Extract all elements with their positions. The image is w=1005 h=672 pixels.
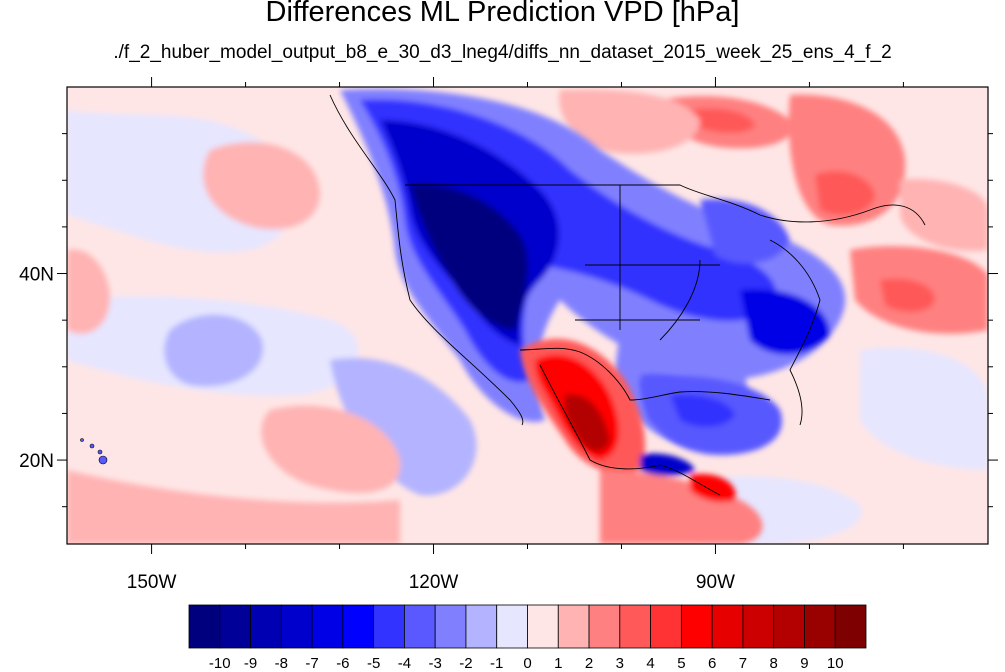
colorbar-label: -7 xyxy=(305,655,318,672)
colorbar-label: 9 xyxy=(800,655,808,672)
colorbar-label: 7 xyxy=(739,655,747,672)
colorbar-swatch xyxy=(465,604,498,649)
field-ocean-anomalies xyxy=(67,110,988,544)
colorbar-swatch xyxy=(527,604,559,649)
x-tick-label: 150W xyxy=(127,572,177,593)
y-tick-label: 20N xyxy=(19,451,54,472)
colorbar-label: -5 xyxy=(367,655,380,672)
colorbar-label: 6 xyxy=(708,655,716,672)
colorbar-swatch xyxy=(434,604,467,649)
colorbar-label: -10 xyxy=(209,655,231,672)
colorbar-label: 4 xyxy=(646,655,654,672)
colorbar-label: 2 xyxy=(585,655,593,672)
colorbar-label: -6 xyxy=(336,655,349,672)
colorbar-label: -9 xyxy=(244,655,257,672)
map-coastlines xyxy=(329,94,926,496)
colorbar-swatch xyxy=(496,604,528,649)
colorbar-swatch xyxy=(650,604,682,649)
field-northeast-positive xyxy=(559,89,988,334)
y-tick-label: 40N xyxy=(19,265,54,286)
hawaii-islands xyxy=(80,438,108,465)
map-subtitle: ./f_2_huber_model_output_b8_e_30_d3_lneg… xyxy=(113,42,892,63)
colorbar-swatch xyxy=(311,604,344,649)
colorbar: -10 -9 -8 -7 -6 -5 -4 -3 -2 -1 0 1 2 3 4 5 6 7 8 9 10 xyxy=(188,604,867,672)
colorbar-swatch xyxy=(404,604,436,649)
colorbar-swatch xyxy=(804,604,836,649)
colorbar-swatch xyxy=(742,604,775,649)
colorbar-label: 3 xyxy=(616,655,624,672)
colorbar-swatch xyxy=(680,604,713,649)
colorbar-label: 5 xyxy=(677,655,685,672)
colorbar-swatch xyxy=(619,604,651,649)
colorbar-swatch xyxy=(711,604,744,649)
colorbar-label: -2 xyxy=(459,655,472,672)
colorbar-swatch xyxy=(373,604,405,649)
colorbar-swatch xyxy=(557,604,590,649)
field-west-negative xyxy=(340,88,846,445)
x-tick-label: 90W xyxy=(696,572,735,593)
map-field xyxy=(67,87,988,544)
colorbar-swatch xyxy=(219,604,251,649)
colorbar-label: 10 xyxy=(827,655,844,672)
x-tick-label: 120W xyxy=(409,572,459,593)
colorbar-swatch xyxy=(773,604,805,649)
colorbar-swatch xyxy=(834,604,867,649)
colorbar-swatch xyxy=(250,604,282,649)
colorbar-swatch xyxy=(342,604,375,649)
axis-ticks: 150W 120W 90W 40N 20N xyxy=(19,77,998,593)
colorbar-label: 8 xyxy=(770,655,778,672)
colorbar-label: -4 xyxy=(398,655,411,672)
colorbar-label: -3 xyxy=(429,655,442,672)
colorbar-swatch xyxy=(188,604,221,649)
map-title: Differences ML Prediction VPD [hPa] xyxy=(265,0,740,28)
field-mexico-positive xyxy=(520,338,763,544)
colorbar-label: -8 xyxy=(275,655,288,672)
colorbar-label: 0 xyxy=(523,655,531,672)
colorbar-label: 1 xyxy=(554,655,562,672)
colorbar-label: -1 xyxy=(490,655,503,672)
colorbar-swatch xyxy=(280,604,313,649)
colorbar-swatch xyxy=(588,604,621,649)
